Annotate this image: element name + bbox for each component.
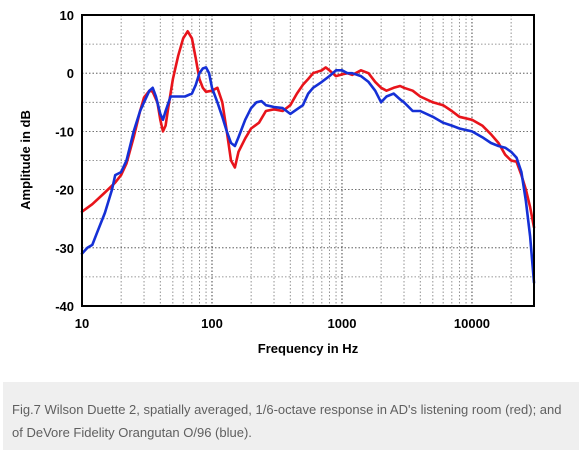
plot-frame <box>81 14 535 307</box>
x-axis-label: Frequency in Hz <box>258 341 359 356</box>
y-axis-label: Amplitude in dB <box>18 110 33 210</box>
series-lines <box>80 30 536 284</box>
y-tick-label: -10 <box>55 124 74 139</box>
caption-box: Fig.7 Wilson Duette 2, spatially average… <box>3 382 579 450</box>
y-tick-label: -40 <box>55 299 74 314</box>
y-tick-label: -30 <box>55 241 74 256</box>
figure-caption: Fig.7 Wilson Duette 2, spatially average… <box>12 402 562 440</box>
red-response-line <box>80 30 536 229</box>
y-tick-label: 10 <box>60 8 74 23</box>
x-tick-label: 10000 <box>454 316 490 331</box>
x-tick-label: 10 <box>75 316 89 331</box>
y-tick-label: -20 <box>55 183 74 198</box>
y-tick-label: 0 <box>67 66 74 81</box>
grid <box>82 15 534 306</box>
blue-response-line <box>80 66 536 284</box>
frequency-response-chart: 10 100 1000 10000 10 0 -10 -20 -30 -40 Frequency … <box>18 8 536 356</box>
x-tick-label: 100 <box>201 316 223 331</box>
x-tick-label: 1000 <box>328 316 357 331</box>
